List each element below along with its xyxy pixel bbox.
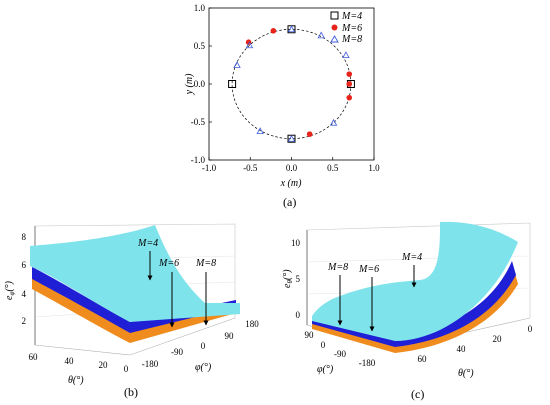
phi-tick: -90 — [171, 347, 183, 357]
theta-tick: 20 — [493, 334, 503, 344]
legend: M=4 M=6 M=8 — [330, 11, 362, 45]
box-back-edges — [34, 223, 236, 318]
x-tick-label: -0.5 — [243, 163, 258, 173]
z-axis-label: eφ(°) — [4, 280, 16, 300]
y-tick-label: 0.5 — [194, 41, 206, 51]
theta-tick: 60 — [29, 352, 39, 362]
phi-tick: -180 — [359, 358, 376, 368]
z-tick-labels: 10 5 0 — [291, 238, 301, 320]
legend-marker-circle — [331, 24, 338, 31]
data-point-m6 — [346, 71, 353, 77]
data-point-m8 — [245, 41, 254, 49]
theta-tick: 40 — [457, 344, 467, 354]
data-point-m8 — [317, 31, 325, 39]
surface-m4 — [30, 225, 240, 322]
y-tick-label: 1.0 — [194, 3, 206, 13]
annotation-m8: M=8 — [327, 262, 348, 273]
box-back-edges — [306, 222, 531, 318]
legend-marker-square — [330, 11, 339, 20]
data-point-m6 — [346, 94, 353, 101]
z-axis-label: eθ(°) — [282, 269, 294, 288]
data-point-m8 — [342, 51, 350, 59]
data-point-m6 — [306, 131, 313, 137]
surface-m8 — [32, 278, 236, 343]
legend-marker-triangle — [330, 35, 339, 43]
y-tick-label: -0.5 — [191, 117, 206, 127]
data-point-m8 — [233, 61, 241, 68]
annotation-m6: M=6 — [358, 264, 379, 275]
theta-axis-label: θ(°) — [68, 375, 84, 386]
legend-label-m4: M=4 — [341, 11, 362, 22]
y-axis-label: y (m) — [184, 73, 195, 95]
z-tick: 2 — [22, 316, 27, 326]
data-point-m8 — [287, 25, 296, 33]
data-point-m6 — [346, 81, 353, 87]
z-tick: 6 — [22, 260, 27, 270]
z-tick: 4 — [22, 289, 27, 299]
z-tick: 10 — [291, 238, 301, 248]
panel-label-a: (a) — [283, 195, 296, 209]
phi-tick: 90 — [225, 331, 235, 341]
y-tick-label: -1.0 — [191, 155, 206, 165]
annotation-m8: M=8 — [195, 258, 216, 269]
data-point-m8 — [256, 127, 264, 135]
theta-tick: 40 — [65, 356, 75, 366]
panel-c-surface: M=4 M=6 M=8 10 5 0 eθ(°) 90 0 -90 -180 φ… — [282, 221, 533, 401]
phi-tick: 90 — [305, 330, 315, 340]
phi-tick: 180 — [245, 319, 259, 329]
theta-tick-labels: 60 40 20 0 — [29, 352, 129, 374]
phi-tick-labels: 90 0 -90 -180 — [305, 330, 376, 368]
theta-tick: 0 — [528, 324, 533, 334]
x-tick-label: 1.0 — [368, 163, 380, 173]
theta-tick: 0 — [124, 364, 129, 374]
annotation-m4: M=4 — [401, 252, 422, 263]
y-tick-label: 0.0 — [194, 79, 206, 89]
z-tick-labels: 8 6 4 2 — [22, 232, 27, 326]
theta-tick: 20 — [99, 360, 109, 370]
legend-label-m6: M=6 — [341, 23, 362, 34]
data-point-m4 — [228, 80, 237, 88]
z-tick: 5 — [296, 274, 301, 284]
x-axis-label: x (m) — [280, 178, 302, 189]
x-tick-label: 0.0 — [286, 163, 298, 173]
surface-m4 — [312, 221, 518, 341]
panel-b-surface: M=4 M=6 M=8 8 6 4 2 eφ(°) 60 40 20 0 θ(°… — [4, 223, 260, 399]
phi-axis-label: φ(°) — [195, 362, 212, 373]
data-point-m8 — [329, 118, 338, 126]
theta-tick: 60 — [418, 354, 428, 364]
surface-m6 — [312, 261, 516, 347]
theta-axis-label: θ(°) — [458, 368, 474, 379]
z-tick: 8 — [22, 232, 27, 242]
x-tick-label: 0.5 — [327, 163, 339, 173]
phi-tick: 0 — [201, 341, 206, 351]
legend-label-m8: M=8 — [341, 34, 362, 45]
annotation-m4: M=4 — [137, 238, 158, 249]
data-point-m8 — [287, 134, 296, 142]
theta-tick-labels: 60 40 20 0 — [418, 324, 533, 364]
data-point-m6 — [270, 28, 277, 34]
reference-circle — [231, 28, 352, 140]
annotation-m6: M=6 — [158, 258, 179, 269]
panel-label-b: (b) — [124, 385, 138, 399]
z-tick: 0 — [296, 310, 301, 320]
phi-tick: -180 — [142, 359, 159, 369]
panel-label-c: (c) — [411, 387, 424, 401]
phi-tick: 0 — [321, 340, 326, 350]
phi-tick-labels: -180 -90 0 90 180 — [142, 319, 260, 369]
phi-axis-label: φ(°) — [317, 364, 334, 375]
panel-a-scatter: -1.0 -0.5 0.0 0.5 1.0 1.0 0.5 0.0 -0.5 -1.0 M=4 … — [184, 3, 380, 209]
phi-tick: -90 — [334, 349, 346, 359]
x-tick-label: -1.0 — [202, 163, 217, 173]
